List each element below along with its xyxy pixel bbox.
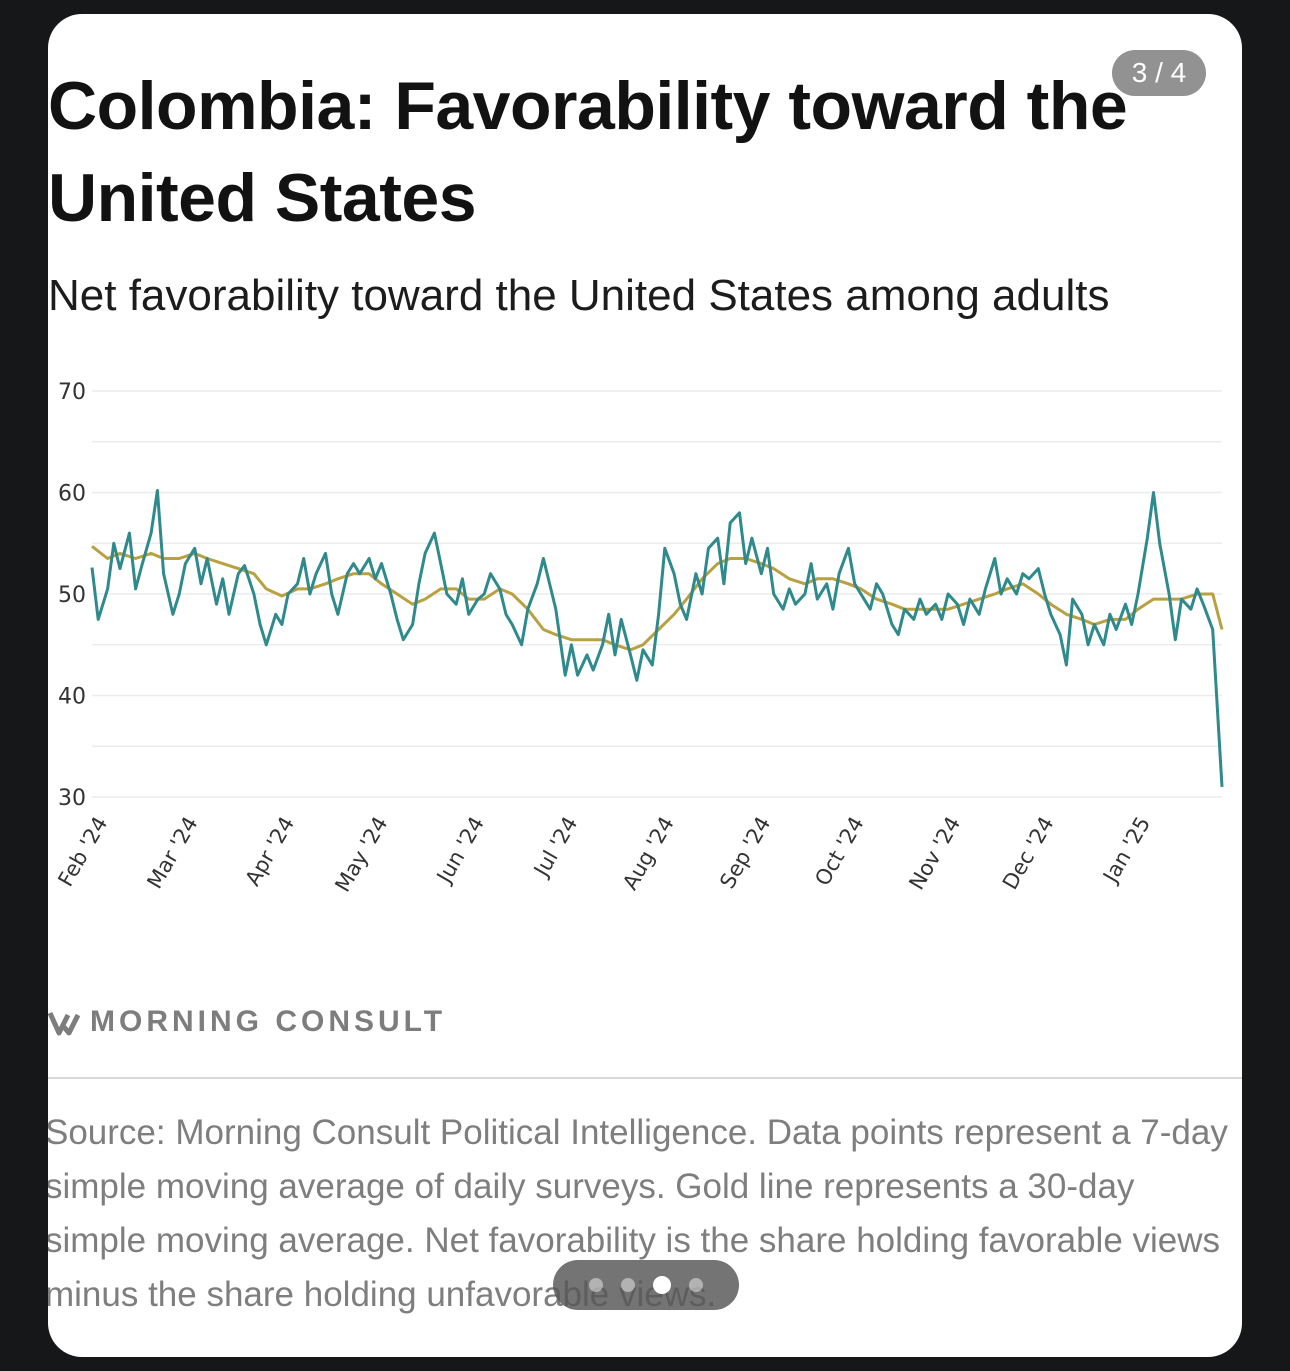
pager-dot[interactable] — [689, 1278, 703, 1292]
y-tick-label: 50 — [58, 583, 86, 608]
y-tick-label: 70 — [58, 380, 86, 405]
brand-name: MORNING CONSULT — [90, 1005, 447, 1038]
chart-subtitle: Net favorability toward the United State… — [48, 271, 1110, 320]
morning-consult-logo-icon — [48, 1011, 80, 1036]
line-chart: 30 40 50 60 70 Feb '24 Mar '24 Apr '24 May '24 J… — [53, 380, 1224, 897]
divider — [48, 1077, 1242, 1079]
y-tick-label: 40 — [58, 685, 86, 710]
x-tick-label: Jun '24 — [431, 813, 489, 889]
y-tick-label: 60 — [58, 482, 86, 507]
post-card: Colombia: Favorability toward the United… — [48, 14, 1242, 1357]
page-title: Colombia: Favorability toward the United… — [48, 68, 1128, 236]
x-tick-label: Sep '24 — [715, 813, 775, 893]
series-line-daily — [90, 489, 1224, 787]
x-tick-label: Feb '24 — [53, 813, 112, 891]
pager-dot[interactable] — [621, 1278, 635, 1292]
x-tick-label: Apr '24 — [241, 813, 300, 890]
y-tick-label: 30 — [58, 786, 86, 811]
x-tick-label: Jul '24 — [528, 813, 582, 883]
series-line-average — [91, 545, 1224, 652]
x-tick-label: Oct '24 — [810, 813, 869, 890]
x-tick-label: May '24 — [330, 813, 392, 897]
x-tick-label: Dec '24 — [998, 813, 1059, 894]
pager-dot[interactable] — [589, 1278, 603, 1292]
image-counter: 3 / 4 — [1112, 50, 1206, 96]
brand-logo: MORNING CONSULT — [48, 1002, 446, 1042]
carousel-pager[interactable] — [553, 1260, 739, 1310]
x-tick-label: Aug '24 — [618, 813, 679, 894]
pager-dot[interactable] — [653, 1276, 671, 1294]
x-tick-label: Jan '25 — [1098, 813, 1156, 889]
x-tick-label: Mar '24 — [142, 813, 202, 893]
x-tick-label: Nov '24 — [904, 813, 965, 894]
